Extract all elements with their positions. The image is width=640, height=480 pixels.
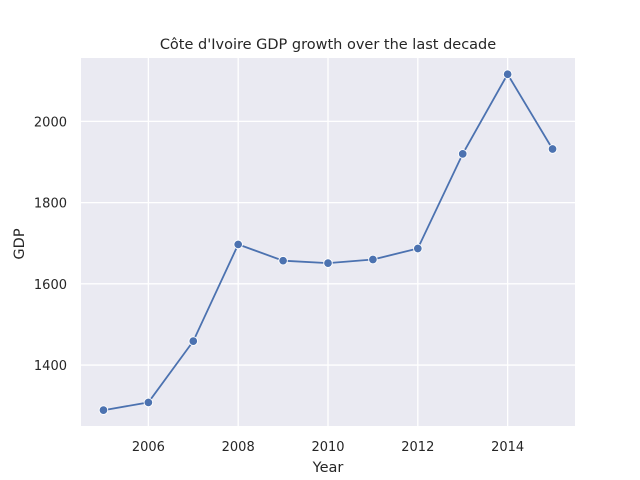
data-point [143, 397, 154, 408]
data-point [188, 336, 199, 346]
y-tick-label: 1800 [34, 197, 67, 212]
x-tick-label: 2010 [311, 440, 344, 455]
y-tick-label: 1600 [34, 278, 67, 293]
data-point [413, 243, 423, 254]
data-point [98, 405, 109, 415]
data-point [547, 144, 558, 154]
x-tick-label: 2012 [401, 440, 434, 455]
data-point [502, 69, 513, 79]
x-tick-label: 2008 [222, 440, 255, 455]
data-point [323, 258, 333, 268]
chart-title: Côte d'Ivoire GDP growth over the last d… [160, 37, 496, 53]
y-tick-label: 1400 [34, 359, 67, 374]
gdp-data-points [98, 69, 558, 415]
tick-labels: 2006 2008 2010 2012 2014 1400 1600 1800 2000 [34, 115, 524, 455]
data-point [278, 255, 288, 266]
data-point [457, 149, 468, 159]
x-tick-label: 2014 [491, 440, 524, 455]
y-axis-label: GDP [12, 228, 28, 259]
x-tick-label: 2006 [132, 440, 165, 455]
x-axis-label: Year [312, 460, 344, 476]
data-point [233, 239, 243, 250]
y-tick-label: 2000 [34, 115, 67, 130]
data-point [368, 254, 378, 265]
